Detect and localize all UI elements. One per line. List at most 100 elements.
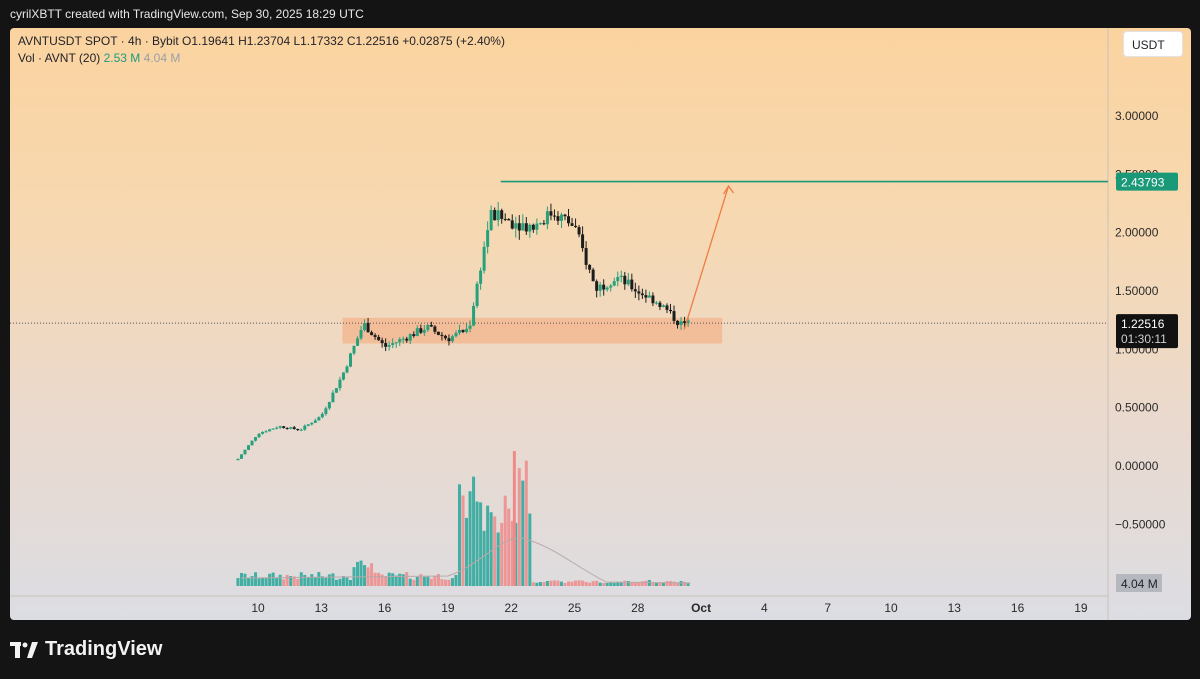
volume-bar: [405, 572, 409, 586]
x-tick-label: 19: [441, 601, 455, 615]
candle-body: [247, 445, 251, 450]
candle-body: [257, 433, 261, 438]
volume-bar: [574, 580, 578, 586]
candle-body: [436, 331, 440, 335]
volume-bar: [623, 580, 627, 586]
candle-body: [521, 223, 525, 231]
candle-body: [567, 216, 571, 224]
volume-bar: [647, 580, 651, 586]
candle-body: [461, 329, 465, 333]
candle-body: [352, 345, 356, 354]
volume-bar: [373, 572, 377, 586]
candle-body: [658, 302, 662, 307]
candle-body: [612, 281, 616, 286]
y-tick-label: 1.50000: [1115, 284, 1159, 298]
volume-bar: [401, 574, 405, 586]
candle-body: [500, 210, 504, 219]
candle-body: [524, 223, 528, 232]
candle-body: [278, 426, 282, 428]
unit-selector-button[interactable]: USDT: [1123, 31, 1183, 57]
volume-bar: [489, 512, 493, 586]
volume-bar: [528, 513, 532, 586]
price-chart[interactable]: 3.000002.500002.000001.500001.000000.500…: [10, 28, 1191, 620]
candle-body: [538, 223, 542, 225]
volume-bar: [524, 460, 528, 586]
volume-bar: [619, 582, 623, 586]
current-price-tag: [1116, 314, 1178, 349]
projection-arrow-line: [683, 185, 730, 330]
candle-body: [472, 305, 476, 326]
candle-body: [563, 214, 567, 217]
candle-body: [405, 338, 409, 341]
candle-body: [570, 223, 574, 226]
volume-bar: [517, 468, 521, 586]
volume-bar: [669, 581, 673, 586]
candle-body: [373, 335, 377, 337]
volume-bar: [331, 573, 335, 586]
volume-bar: [275, 578, 279, 586]
volume-bar: [422, 576, 426, 586]
projection-arrow-head: [722, 184, 735, 195]
volume-bar: [658, 582, 662, 586]
candle-body: [348, 353, 352, 367]
volume-bar: [605, 582, 609, 586]
x-tick-label: 22: [505, 601, 519, 615]
volume-bar: [447, 579, 451, 586]
candle-body: [542, 223, 546, 225]
candle-body: [556, 216, 560, 221]
candle-body: [672, 311, 676, 321]
volume-bar: [609, 582, 613, 586]
volume-bar: [380, 574, 384, 586]
candle-body: [296, 428, 300, 430]
volume-bar: [472, 476, 476, 586]
candle-body: [669, 309, 673, 312]
volume-bar: [292, 576, 296, 586]
candle-body: [412, 334, 416, 337]
volume-bar: [535, 582, 539, 586]
candle-body: [285, 427, 289, 429]
volume-ma-line: [241, 537, 691, 584]
candle-body: [605, 287, 609, 290]
volume-bar: [254, 572, 258, 586]
volume-bar: [465, 517, 469, 586]
candle-body: [303, 425, 307, 430]
candle-body: [458, 329, 462, 333]
volume-bar: [317, 572, 321, 586]
volume-bar: [654, 582, 658, 586]
candle-body: [261, 431, 265, 434]
volume-bar: [236, 578, 240, 586]
candle-body: [528, 224, 532, 232]
volume-bar: [359, 560, 363, 586]
volume-bar: [356, 561, 360, 586]
volume-bar: [581, 580, 585, 586]
volume-bar: [679, 581, 683, 586]
volume-bar: [512, 451, 516, 586]
candle-body: [647, 295, 651, 298]
candle-body: [493, 209, 497, 221]
volume-bar: [440, 579, 444, 586]
candle-body: [623, 275, 627, 285]
candle-body: [503, 218, 507, 220]
volume-scale-tag: [1116, 574, 1162, 592]
volume-bar: [391, 573, 395, 586]
volume-bar: [651, 582, 655, 586]
volume-bar: [243, 573, 247, 586]
candle-body: [616, 276, 620, 282]
volume-bar: [268, 573, 272, 586]
target-price-tag: [1116, 172, 1178, 191]
volume-bar: [686, 582, 690, 586]
volume-bar: [429, 578, 433, 586]
volume-bar: [264, 578, 268, 586]
volume-bar: [559, 581, 563, 586]
chart-frame[interactable]: AVNTUSDT SPOT · 4h · Bybit O1.19641 H1.2…: [10, 28, 1191, 620]
candle-body: [366, 322, 370, 333]
candle-body: [408, 334, 412, 341]
candle-body: [507, 219, 511, 221]
candle-body: [398, 339, 402, 343]
candle-body: [531, 224, 535, 230]
candle-body: [640, 293, 644, 296]
candle-body: [630, 279, 634, 290]
candle-body: [370, 332, 374, 336]
bar-countdown: 01:30:11: [1121, 332, 1167, 346]
candle-body: [633, 289, 637, 292]
